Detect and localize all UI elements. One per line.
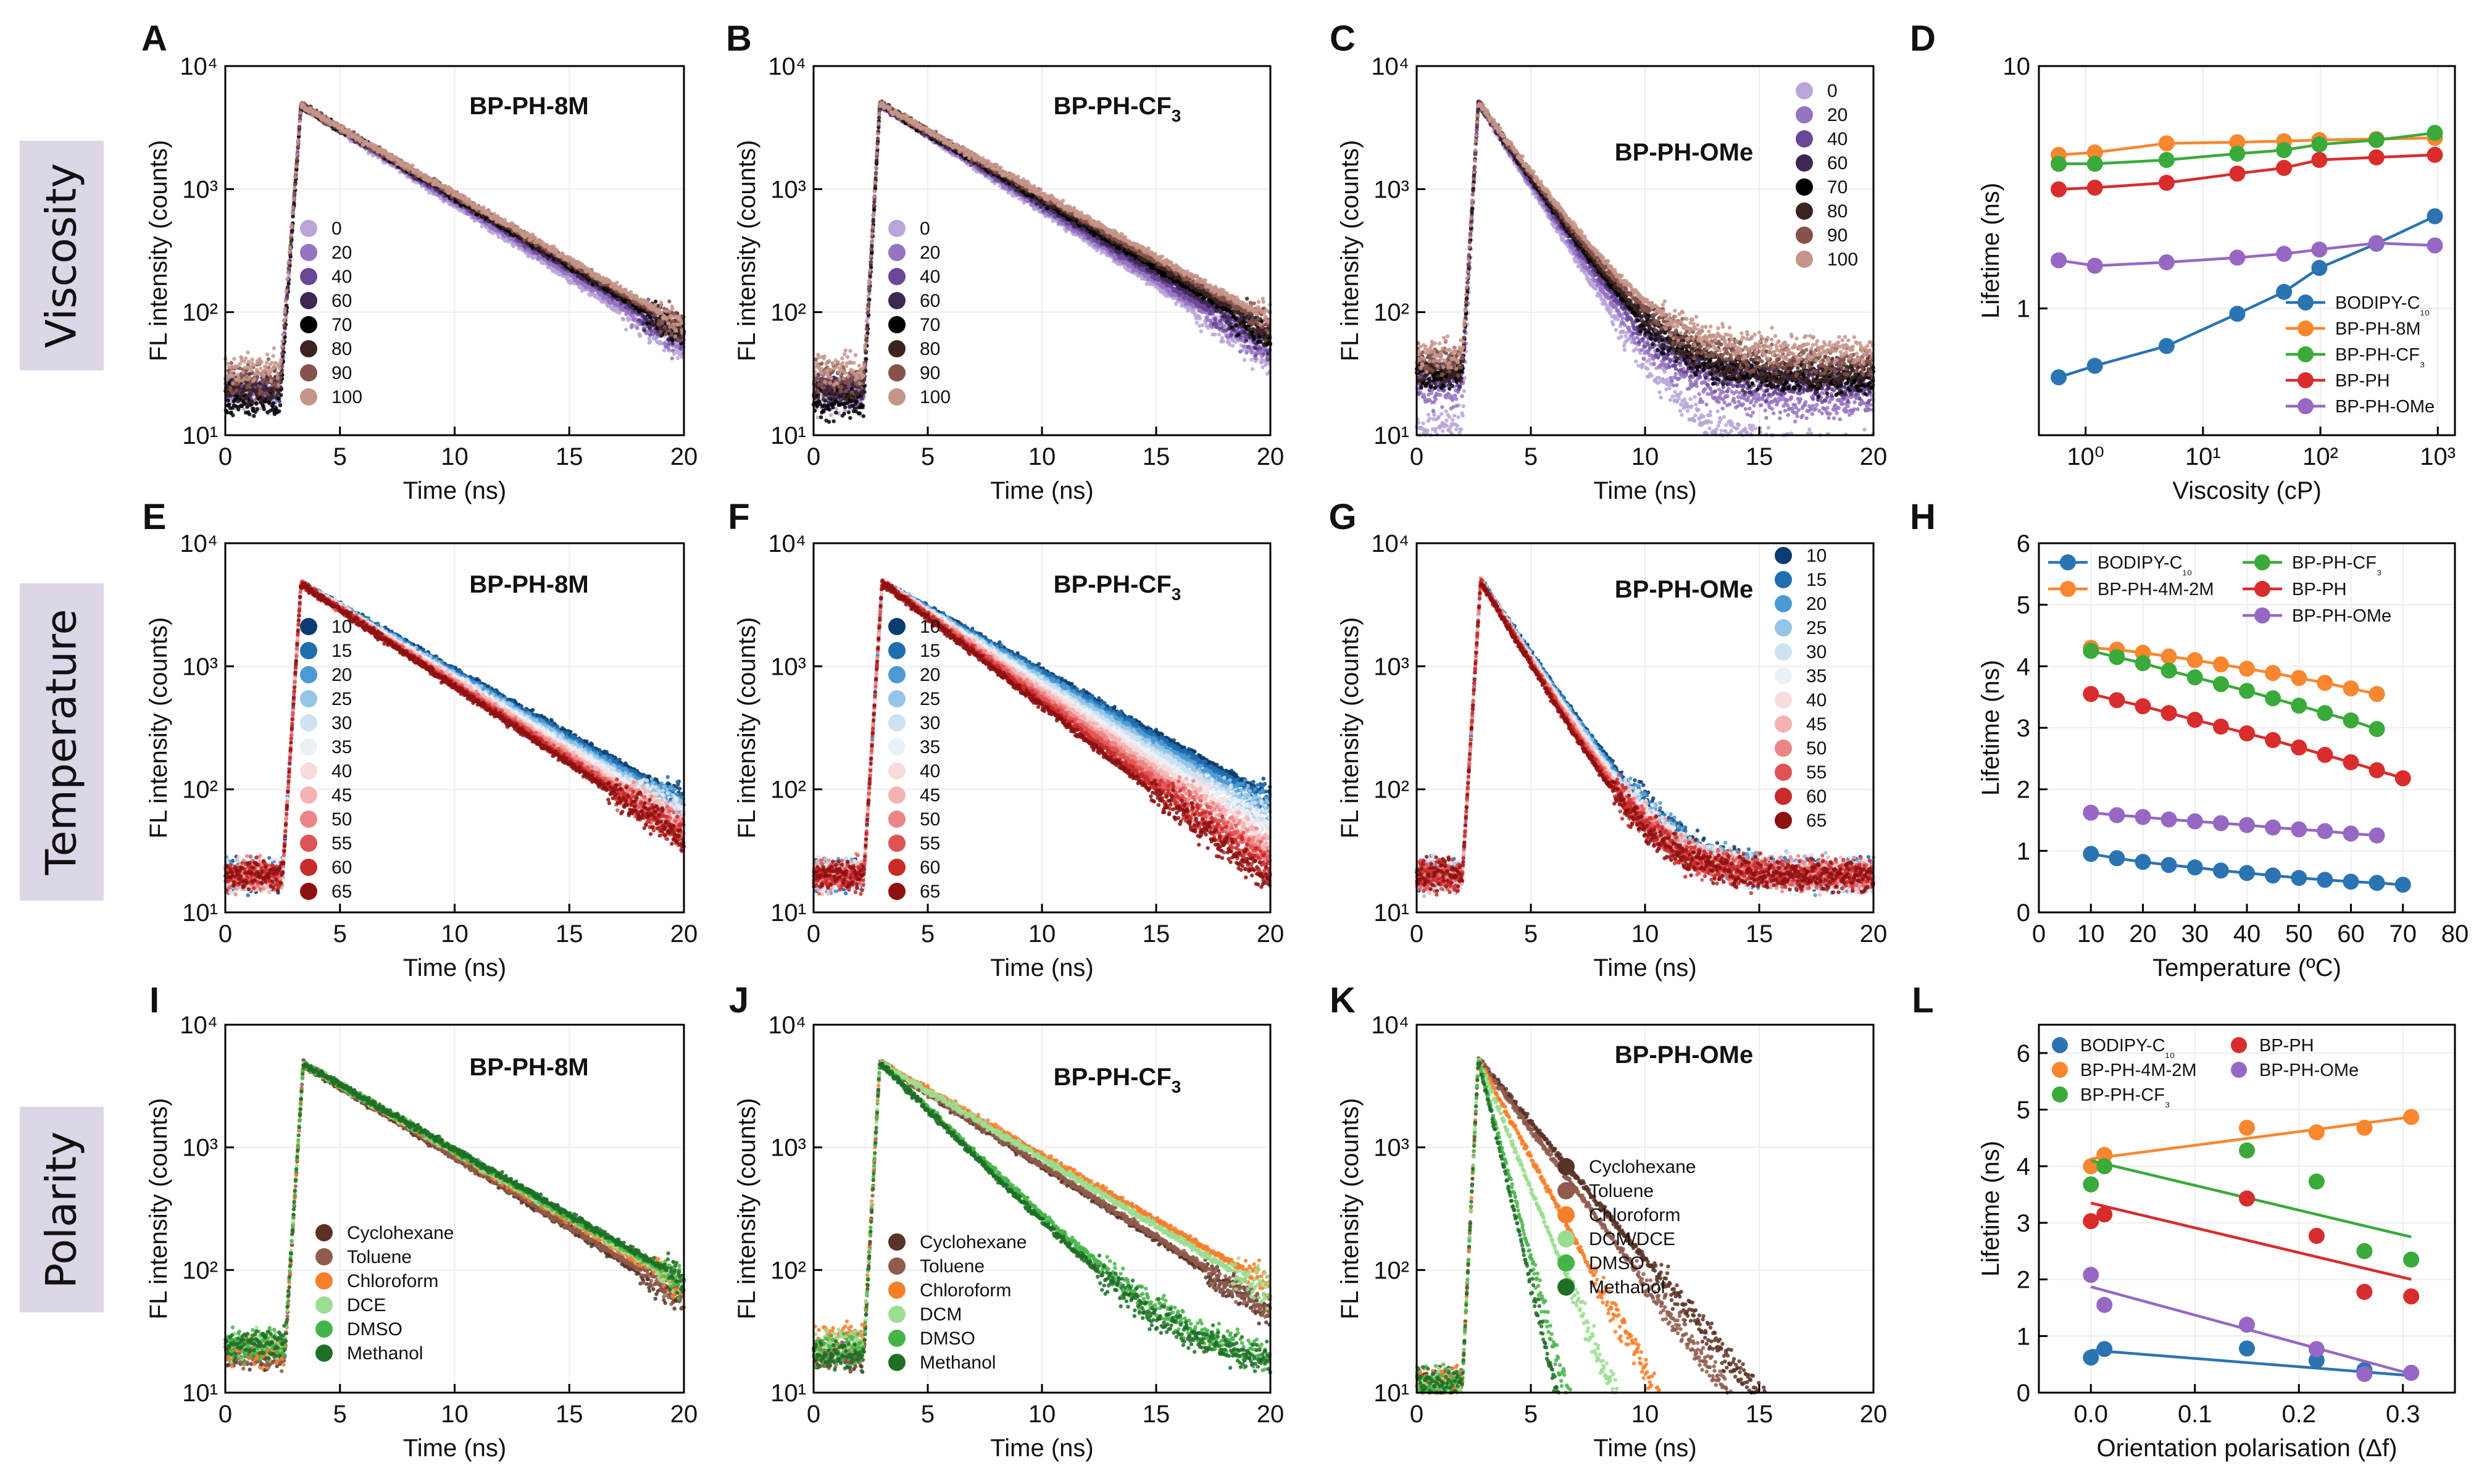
data-point xyxy=(248,392,252,396)
data-point xyxy=(277,391,280,394)
data-point xyxy=(278,403,282,407)
data-point xyxy=(290,229,294,233)
data-point xyxy=(630,323,633,327)
data-point xyxy=(642,328,646,332)
data-point xyxy=(238,395,242,399)
data-point xyxy=(252,414,256,418)
data-point xyxy=(277,409,281,413)
data-point xyxy=(231,391,235,395)
data-point xyxy=(250,399,254,403)
data-point xyxy=(670,356,674,360)
data-point xyxy=(654,299,657,303)
data-point xyxy=(667,347,670,351)
figure-canvas: 0 5 10 15 2010¹10²10³10⁴Time (ns)FL intensit… xyxy=(0,0,2479,1484)
data-point xyxy=(648,315,652,319)
data-point xyxy=(272,401,275,405)
data-point xyxy=(277,396,280,400)
data-point xyxy=(670,349,674,352)
data-point xyxy=(651,322,655,326)
data-point xyxy=(227,402,231,406)
data-point xyxy=(670,338,674,342)
data-point xyxy=(230,361,233,365)
data-point xyxy=(261,396,265,400)
data-point xyxy=(667,342,670,346)
data-point xyxy=(676,356,680,360)
data-point xyxy=(256,407,259,411)
data-point xyxy=(624,328,628,331)
data-point xyxy=(286,282,290,286)
data-point xyxy=(231,414,235,417)
data-point xyxy=(254,401,258,405)
data-point xyxy=(497,235,501,239)
data-point xyxy=(289,240,293,244)
data-point xyxy=(638,334,642,338)
data-point xyxy=(235,389,238,393)
data-point xyxy=(262,407,266,411)
data-point xyxy=(272,395,275,399)
data-point xyxy=(659,333,663,337)
data-point xyxy=(226,398,230,402)
data-point xyxy=(662,349,666,352)
data-point xyxy=(248,412,251,416)
data-point xyxy=(267,401,271,405)
data-point xyxy=(648,333,652,336)
data-point xyxy=(591,282,594,286)
data-point xyxy=(657,326,661,330)
data-point xyxy=(642,321,646,325)
data-point xyxy=(622,317,625,321)
data-point xyxy=(648,340,652,343)
data-point xyxy=(242,389,246,393)
data-point xyxy=(271,389,275,393)
data-point xyxy=(645,318,649,322)
data-point xyxy=(635,327,639,330)
data-point xyxy=(236,399,240,403)
